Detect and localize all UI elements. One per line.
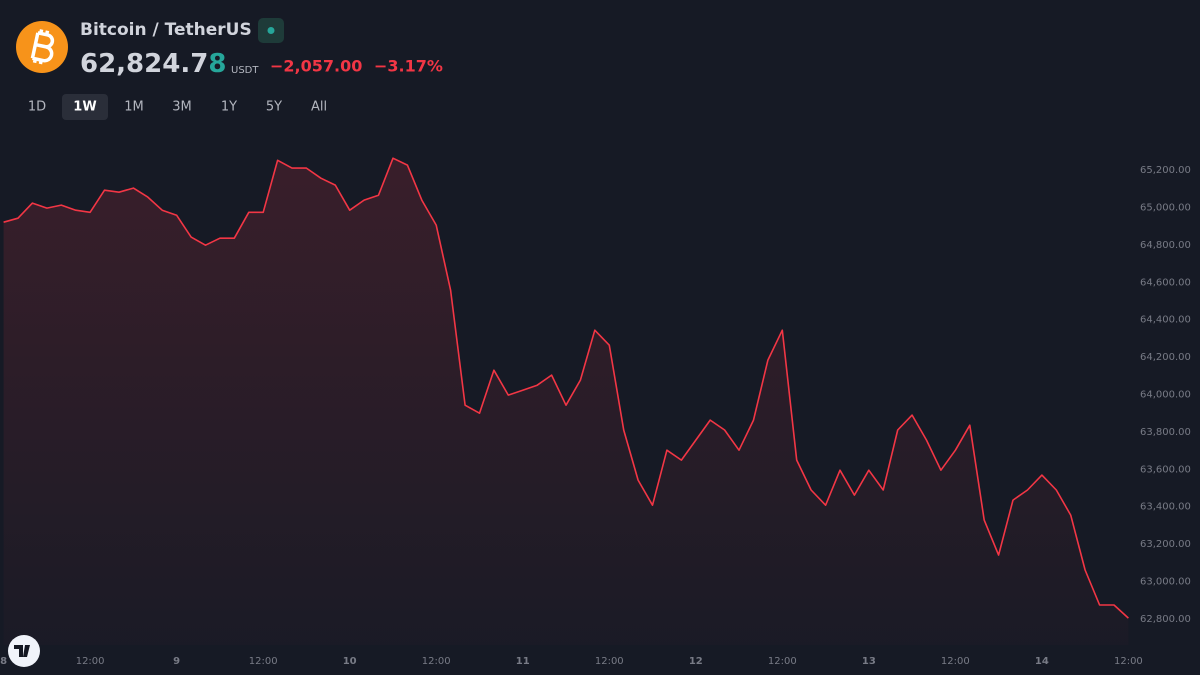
x-tick-label: 12 (689, 656, 703, 667)
x-tick-label: 12:00 (1114, 656, 1143, 667)
x-tick-label: 11 (516, 656, 530, 667)
y-tick-label: 64,000.00 (1140, 390, 1191, 401)
y-tick-label: 63,800.00 (1140, 427, 1191, 438)
price-change-percent: −3.17% (374, 57, 443, 76)
symbol-name: Bitcoin / TetherUS (80, 20, 252, 40)
y-tick-label: 65,000.00 (1140, 203, 1191, 214)
market-status[interactable] (258, 18, 284, 43)
currency: USDT (231, 65, 259, 76)
tradingview-logo[interactable] (8, 635, 40, 667)
x-tick-label: 13 (862, 656, 876, 667)
x-tick-label: 12:00 (76, 656, 105, 667)
x-tick-label: 9 (173, 656, 180, 667)
x-tick-label: 12:00 (941, 656, 970, 667)
coin-icon (16, 21, 68, 73)
range-tab[interactable]: 1Y (221, 100, 237, 115)
range-tab[interactable]: 1W (73, 100, 96, 115)
y-tick-label: 63,600.00 (1140, 464, 1191, 475)
range-tabs: 1D 1W 1M 3M 1Y 5Y All (28, 94, 327, 120)
range-tab[interactable]: All (311, 100, 327, 115)
price-change: −2,057.00 (270, 57, 362, 76)
y-tick-label: 64,200.00 (1140, 352, 1191, 363)
line (3, 157, 1129, 619)
y-tick-label: 62,800.00 (1140, 614, 1191, 625)
range-tab[interactable]: 1M (124, 100, 144, 115)
range-tab[interactable]: 1D (28, 100, 46, 115)
y-tick-label: 63,000.00 (1140, 576, 1191, 587)
y-tick-label: 65,200.00 (1140, 165, 1191, 176)
range-tab[interactable]: 3M (172, 100, 192, 115)
x-tick-label: 12:00 (249, 656, 278, 667)
x-tick-label: 14 (1035, 656, 1049, 667)
x-tick-label: 12:00 (422, 656, 451, 667)
x-tick-label: 12:00 (595, 656, 624, 667)
x-tick-label: 10 (343, 656, 357, 667)
plot (3, 157, 1129, 645)
price: 62,824.78 (80, 49, 226, 79)
tab-active-bg (62, 94, 108, 120)
area (3, 158, 1129, 645)
range-tab[interactable]: 5Y (266, 100, 282, 115)
y-tick-label: 64,800.00 (1140, 240, 1191, 251)
y-tick-label: 63,400.00 (1140, 502, 1191, 513)
y-tick-label: 63,200.00 (1140, 539, 1191, 550)
y-tick-label: 64,400.00 (1140, 315, 1191, 326)
x-tick-label: 12:00 (768, 656, 797, 667)
x-tick-label: 8 (0, 656, 7, 667)
y-tick-label: 64,600.00 (1140, 277, 1191, 288)
